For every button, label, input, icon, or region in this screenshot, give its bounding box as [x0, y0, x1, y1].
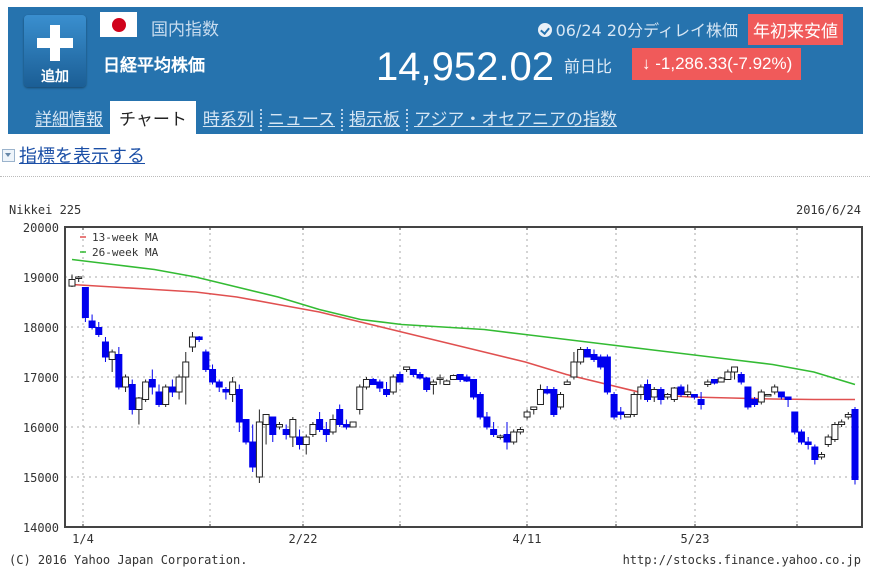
source-url: http://stocks.finance.yahoo.co.jp: [622, 553, 861, 567]
svg-text:5/23: 5/23: [681, 532, 710, 546]
change-badge: ↓ -1,286.33(-7.92%): [632, 48, 802, 80]
svg-text:17000: 17000: [23, 371, 59, 385]
svg-text:15000: 15000: [23, 471, 59, 485]
index-name: 日経平均株価: [103, 56, 205, 76]
plus-icon: [37, 25, 73, 61]
show-indicators-link[interactable]: 指標を表示する: [2, 142, 145, 168]
tab-board[interactable]: 掲示板: [342, 105, 408, 134]
change-label: 前日比: [564, 57, 613, 76]
chart-title: Nikkei 225: [9, 203, 82, 217]
candlestick-chart: 14000 15000 16000 17000 18000 19000 20000 1/4 2…: [23, 221, 863, 546]
svg-text:13-week MA: 13-week MA: [92, 231, 159, 244]
chart-legend: 13-week MA 26-week MA: [80, 231, 159, 259]
tab-news[interactable]: ニュース: [261, 105, 344, 134]
svg-text:1/4: 1/4: [72, 532, 94, 546]
change-value: -1,286.33: [655, 54, 728, 73]
chart-date: 2016/6/24: [795, 203, 861, 217]
expand-icon: [2, 149, 15, 162]
add-button[interactable]: 追加: [24, 15, 86, 87]
x-axis: 1/4 2/22 4/11 5/23: [72, 532, 709, 546]
timestamp: 06/24 20分ディレイ株価: [537, 17, 738, 41]
tab-bar: 詳細情報 チャート 時系列 ニュース 掲示板 アジア・オセアニアの指数: [28, 101, 624, 134]
change-percent: (-7.92%): [727, 54, 793, 73]
down-arrow-icon: ↓: [642, 54, 651, 73]
svg-text:4/11: 4/11: [513, 532, 542, 546]
svg-text:18000: 18000: [23, 321, 59, 335]
candles: [68, 274, 859, 485]
category-label: 国内指数: [151, 20, 219, 40]
timestamp-text: 06/24 20分ディレイ株価: [555, 21, 738, 40]
y-axis: 14000 15000 16000 17000 18000 19000 20000: [23, 221, 59, 535]
moving-averages: [71, 258, 856, 401]
svg-text:19000: 19000: [23, 271, 59, 285]
current-price: 14,952.02: [376, 45, 554, 89]
year-low-badge: 年初来安値: [748, 14, 843, 45]
svg-text:20000: 20000: [23, 221, 59, 235]
svg-text:2/22: 2/22: [289, 532, 318, 546]
add-button-label: 追加: [41, 69, 69, 85]
tab-chart[interactable]: チャート: [110, 101, 196, 134]
clock-icon: [537, 23, 552, 37]
tab-asia-oceania[interactable]: アジア・オセアニアの指数: [414, 110, 617, 130]
copyright: (C) 2016 Yahoo Japan Corporation.: [9, 553, 248, 567]
svg-text:26-week MA: 26-week MA: [92, 246, 159, 259]
divider: [0, 176, 870, 177]
tab-timeseries[interactable]: 時系列: [196, 105, 262, 134]
tab-details[interactable]: 詳細情報: [35, 110, 103, 130]
svg-text:14000: 14000: [23, 521, 59, 535]
quote-header: 追加 国内指数 日経平均株価 06/24 20分ディレイ株価 年初来安値 14,…: [8, 7, 863, 134]
svg-text:16000: 16000: [23, 421, 59, 435]
show-indicators-label: 指標を表示する: [19, 146, 145, 167]
plot-frame: [64, 226, 863, 528]
japan-flag-icon: [100, 12, 137, 37]
